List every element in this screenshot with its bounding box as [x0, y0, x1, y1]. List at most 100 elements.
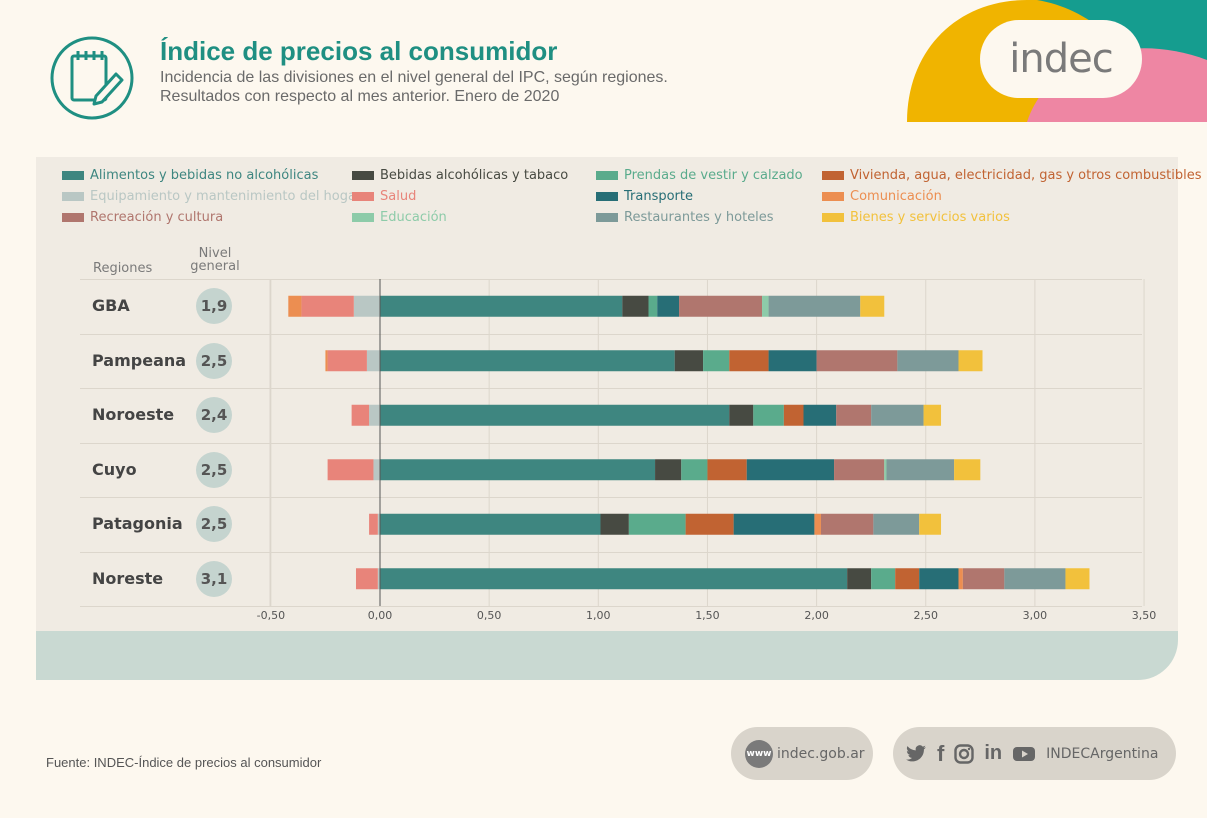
bar-segment	[1004, 568, 1066, 590]
bar-segment	[873, 513, 920, 535]
region-label: Noroeste	[92, 405, 175, 425]
website-link[interactable]: indec.gob.ar	[777, 745, 865, 762]
bar-segment	[729, 350, 769, 372]
bar-segment	[836, 404, 872, 426]
source-note: Fuente: INDEC-Índice de precios al consu…	[46, 755, 322, 770]
bar-segment	[814, 513, 821, 535]
legend-item: Equipamiento y mantenimiento del hogar	[62, 189, 361, 204]
page-title: Índice de precios al consumidor	[160, 36, 558, 66]
linkedin-icon[interactable]: in	[984, 742, 1003, 764]
indec-logo[interactable]: indec	[980, 20, 1142, 98]
legend-swatch	[62, 192, 84, 201]
social-pill: f in INDECArgentina	[893, 727, 1176, 780]
legend-label: Bebidas alcohólicas y tabaco	[380, 168, 569, 183]
bar-segment	[377, 568, 380, 590]
bar-segment	[380, 513, 601, 535]
bar-segment	[327, 350, 367, 372]
nivel-general-badge: 1,9	[196, 288, 232, 325]
bar-segment	[923, 404, 942, 426]
column-header-regions: Regiones	[93, 261, 153, 276]
legend-swatch	[596, 192, 618, 201]
row-separator	[80, 606, 1142, 607]
column-header-level: Nivel general	[190, 247, 240, 273]
region-label: Cuyo	[92, 459, 137, 479]
bar-segment	[919, 568, 959, 590]
subtitle-line-2: Resultados con respecto al mes anterior.…	[160, 88, 560, 105]
region-label: Noreste	[92, 568, 164, 588]
bar-segment	[657, 295, 680, 317]
bar-segment	[369, 513, 378, 535]
legend-label: Salud	[380, 189, 417, 204]
bar-segment	[847, 568, 872, 590]
bar-segment	[373, 459, 380, 481]
legend-item: Bebidas alcohólicas y tabaco	[352, 168, 568, 183]
bar-segment	[958, 350, 983, 372]
legend-item: Recreación y cultura	[62, 210, 223, 225]
bar-segment	[355, 568, 378, 590]
legend-item: Salud	[352, 189, 416, 204]
legend-item: Transporte	[596, 189, 693, 204]
bar-segment	[353, 295, 380, 317]
legend-item: Restaurantes y hoteles	[596, 210, 774, 225]
bar-segment	[380, 295, 623, 317]
legend-swatch	[596, 171, 618, 180]
bar-segment	[962, 568, 1005, 590]
bar-segment	[325, 350, 328, 372]
x-tick-label: 3,00	[1023, 609, 1048, 622]
bar-segment	[897, 350, 959, 372]
bar-segment	[380, 350, 675, 372]
bar-segment	[288, 295, 302, 317]
legend-label: Vivienda, agua, electricidad, gas y otro…	[850, 168, 1202, 183]
row-separator	[80, 279, 1142, 280]
row-separator	[80, 442, 1142, 444]
bar-segment	[380, 459, 656, 481]
legend-swatch	[822, 213, 844, 222]
row-separator	[80, 497, 1142, 498]
column-header-level-line-2: general	[190, 259, 240, 274]
legend-item: Bienes y servicios varios	[822, 210, 1010, 225]
legend-label: Recreación y cultura	[90, 210, 224, 225]
legend-swatch	[352, 213, 374, 222]
bar-segment	[351, 404, 370, 426]
row-separator	[80, 551, 1142, 553]
x-tick-label: 2,00	[804, 609, 829, 622]
legend-swatch	[822, 171, 844, 180]
bar-segment	[380, 568, 848, 590]
bar-segment	[703, 350, 730, 372]
facebook-icon[interactable]: f	[937, 740, 945, 766]
bar-segment	[834, 459, 885, 481]
bar-segment	[954, 459, 981, 481]
nivel-general-badge: 2,5	[196, 451, 232, 488]
bar-segment	[733, 513, 815, 535]
row-separator	[80, 333, 1142, 335]
instagram-icon[interactable]	[954, 743, 975, 764]
legend-swatch	[352, 171, 374, 180]
x-tick-label: 1,50	[695, 609, 720, 622]
column-header-level-line-1: Nivel	[198, 246, 232, 261]
www-icon: www	[745, 739, 773, 768]
bar-segment	[762, 295, 769, 317]
website-pill[interactable]: www indec.gob.ar	[731, 727, 873, 780]
legend-item: Comunicación	[822, 189, 942, 204]
social-handle[interactable]: INDECArgentina	[1046, 745, 1159, 762]
twitter-icon[interactable]	[905, 744, 927, 763]
bar-segment	[628, 513, 686, 535]
legend-label: Alimentos y bebidas no alcohólicas	[90, 168, 319, 183]
x-tick-label: 0,00	[368, 609, 393, 622]
bar-segment	[600, 513, 629, 535]
bar-segment	[816, 350, 898, 372]
youtube-icon[interactable]	[1012, 745, 1036, 763]
subtitle-line-1: Incidencia de las divisiones en el nivel…	[160, 69, 668, 86]
nivel-general-badge: 2,5	[196, 506, 232, 543]
legend-label: Bienes y servicios varios	[850, 210, 1010, 225]
bar-segment	[768, 350, 817, 372]
bar-segment	[679, 295, 763, 317]
x-tick-label: 1,00	[586, 609, 611, 622]
legend-swatch	[822, 192, 844, 201]
legend-label: Equipamiento y mantenimiento del hogar	[90, 189, 362, 204]
notepad-pencil-icon	[50, 36, 134, 120]
bar-segment	[729, 404, 754, 426]
region-label: Pampeana	[92, 350, 187, 370]
nivel-general-badge: 2,5	[196, 342, 232, 379]
